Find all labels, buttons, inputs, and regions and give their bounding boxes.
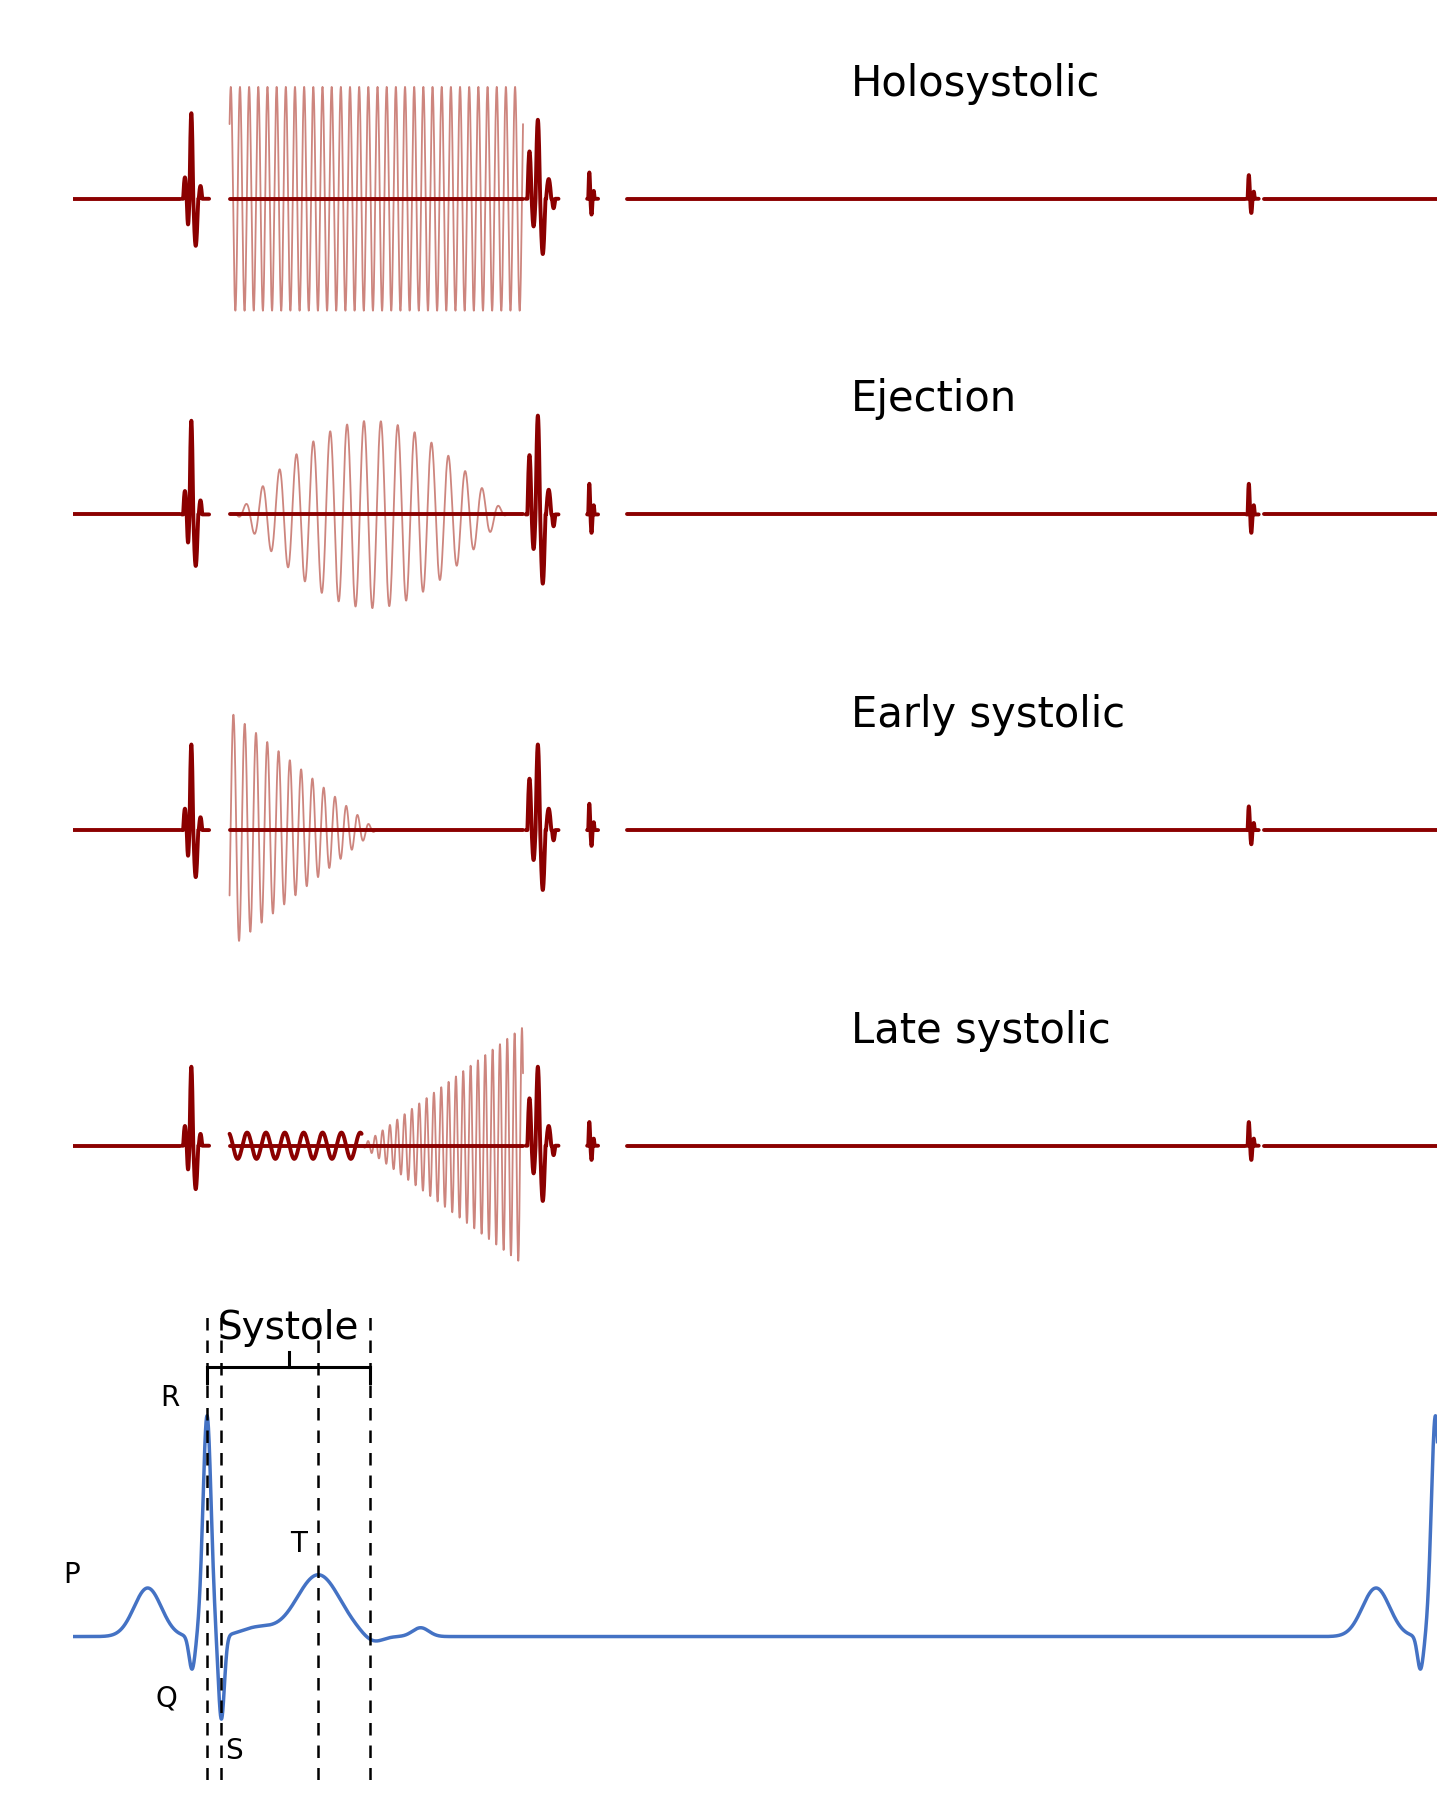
- Text: P: P: [64, 1561, 80, 1589]
- Text: Q: Q: [155, 1685, 177, 1712]
- Text: Systole: Systole: [218, 1309, 359, 1347]
- Text: Early systolic: Early systolic: [851, 694, 1125, 735]
- Text: T: T: [290, 1530, 308, 1557]
- Text: R: R: [161, 1384, 180, 1411]
- Text: S: S: [225, 1737, 242, 1766]
- Text: Late systolic: Late systolic: [851, 1009, 1111, 1052]
- Text: Holosystolic: Holosystolic: [851, 63, 1101, 104]
- Text: Ejection: Ejection: [851, 378, 1016, 421]
